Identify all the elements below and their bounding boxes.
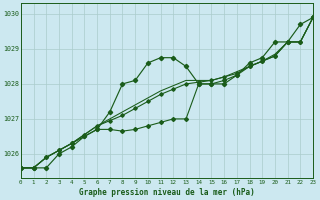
X-axis label: Graphe pression niveau de la mer (hPa): Graphe pression niveau de la mer (hPa) [79,188,255,197]
